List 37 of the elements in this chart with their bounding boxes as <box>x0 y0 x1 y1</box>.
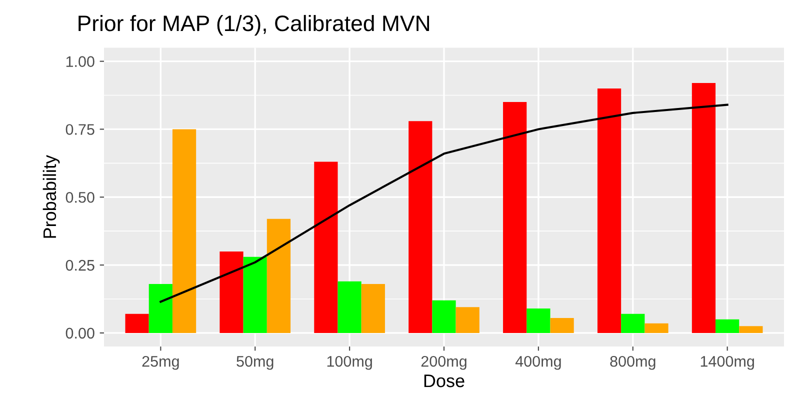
bar <box>220 251 244 333</box>
bar <box>503 102 527 333</box>
line-series <box>160 104 728 303</box>
bar <box>314 162 338 333</box>
bar <box>338 281 362 333</box>
x-tick-label: 50mg <box>236 356 274 370</box>
x-tick-label: 1400mg <box>700 356 754 370</box>
x-axis-title: Dose <box>424 374 464 388</box>
y-tick-label: 1.00 <box>66 56 94 67</box>
bar <box>148 284 172 333</box>
bar <box>266 218 291 333</box>
bar <box>526 308 550 333</box>
x-tick-label: 800mg <box>610 356 656 370</box>
chart-title: Prior for MAP (1/3), Calibrated MVN <box>78 14 430 36</box>
y-tick-label: 0.75 <box>66 124 94 135</box>
y-tick-label: 0.00 <box>66 328 94 339</box>
y-tick-label: 0.50 <box>66 192 94 203</box>
bar <box>597 88 622 333</box>
bar <box>716 319 740 333</box>
x-tick-label: 400mg <box>515 356 561 370</box>
bar <box>361 284 385 333</box>
bar <box>621 314 645 333</box>
y-axis-title: Probability <box>42 155 60 238</box>
bar <box>432 300 456 333</box>
y-tick-label: 0.25 <box>66 260 94 271</box>
bar <box>243 256 267 333</box>
x-tick-label: 200mg <box>421 356 466 370</box>
bar <box>550 318 574 333</box>
x-tick-label: 100mg <box>327 356 372 370</box>
bar <box>739 326 763 333</box>
bar <box>692 83 716 333</box>
bar <box>172 129 196 333</box>
bar <box>125 314 149 333</box>
bar <box>408 121 432 333</box>
x-tick-label: 25mg <box>142 356 179 370</box>
bar <box>644 323 668 333</box>
bar <box>456 307 480 333</box>
